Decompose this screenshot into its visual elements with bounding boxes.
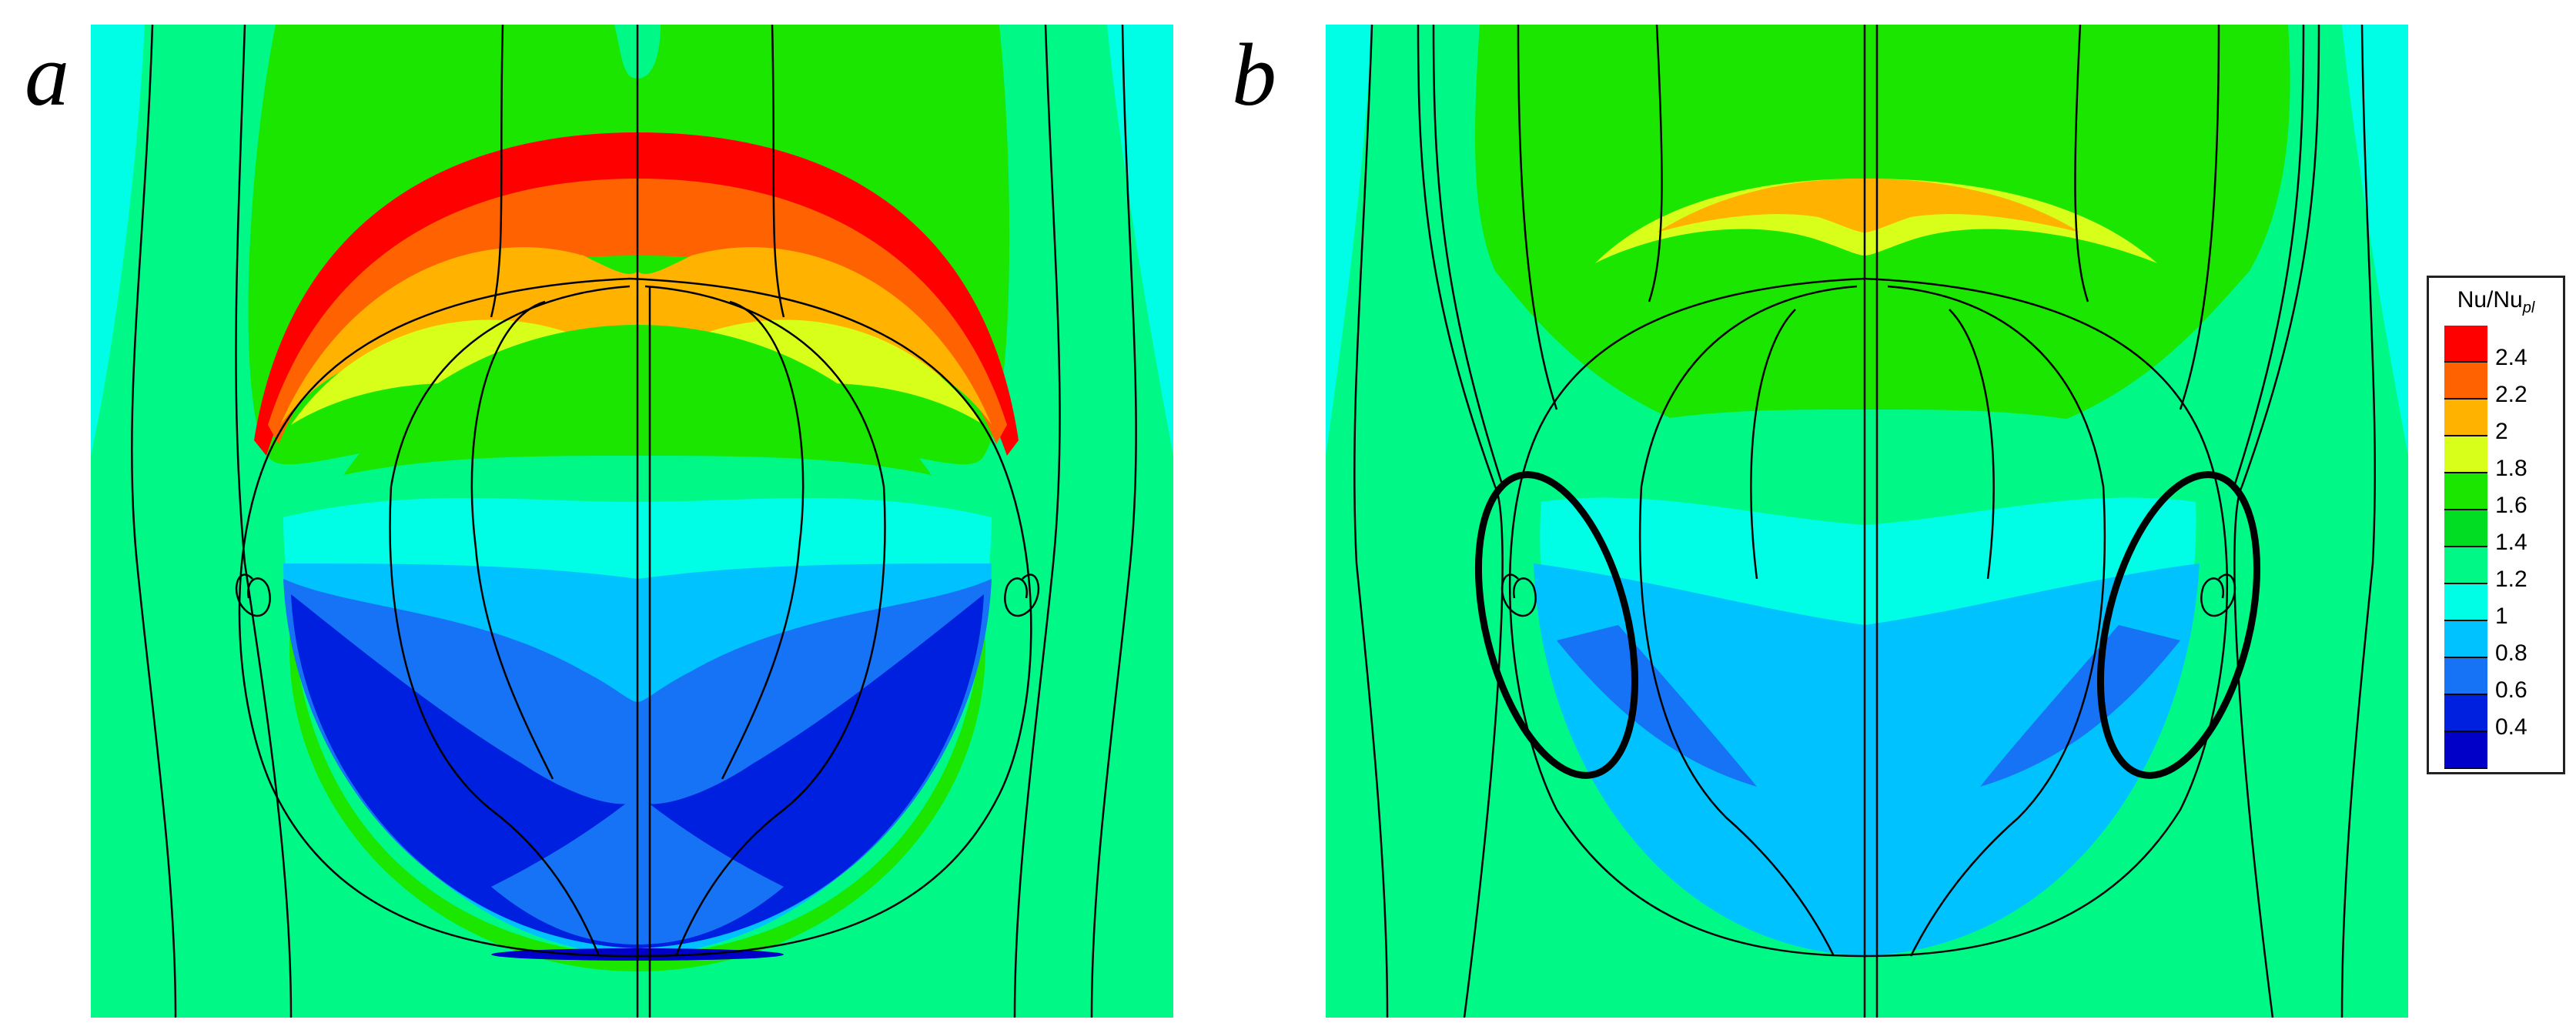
edge-cyan-right [2342,25,2408,456]
legend-swatch [2444,658,2487,695]
legend-value: 0.6 [2495,677,2527,703]
streamline [1417,25,1504,1018]
legend-item [2444,732,2560,769]
legend-value: 1 [2495,603,2508,629]
legend-item: 2.4 [2444,326,2560,370]
recirculation-ring-left [1474,471,1639,779]
legend-swatch [2444,510,2487,547]
legend-item: 1.6 [2444,473,2560,518]
streamline [1432,25,1504,487]
legend-item: 1.2 [2444,547,2560,592]
vortex-right [644,285,886,957]
streamline [2233,25,2305,487]
streamline [1090,25,1137,1018]
legend-item: 1.4 [2444,510,2560,555]
panel-label-a: a [25,26,69,125]
legend-item: 0.4 [2444,695,2560,740]
legend-items: 2.4 2.2 2 1.8 1.6 1.4 1.2 1 0.8 0.6 0.4 [2444,326,2560,769]
streamline [1013,25,1061,1018]
contour-panel-a [91,25,1173,1018]
vortex-core-left [1500,573,1537,617]
vortex-left [389,285,631,957]
legend-swatch [2444,584,2487,621]
legend-title-main: Nu/Nu [2457,287,2523,313]
legend-swatch [2444,473,2487,510]
separatrix-top [1524,277,2213,464]
streamline [2233,25,2320,1018]
legend-value: 2.2 [2495,382,2527,407]
crescent-orange [268,179,1007,444]
legend-value: 0.8 [2495,640,2527,666]
edge-cyan-left [1326,25,1372,456]
legend-item: 0.8 [2444,621,2560,666]
legend-item: 0.6 [2444,658,2560,703]
separatrix-top [266,277,1001,456]
streamline [2074,25,2089,303]
streamline [2340,25,2377,1018]
legend-value: 1.8 [2495,456,2527,481]
panel-label-b: b [1232,26,1276,125]
legend-value: 2 [2495,419,2508,444]
sphere-boundary-streamline [1508,463,2229,958]
legend-swatch [2444,326,2487,363]
vortex-core-right [1004,573,1040,617]
legend-swatch [2444,621,2487,658]
legend-swatch [2444,695,2487,732]
streamlines-a [131,25,1137,1018]
streamline-inner-right [1949,309,1995,580]
sphere-blue-right [1980,625,2180,787]
legend-item: 1 [2444,584,2560,629]
sphere-light-blue [1534,563,2200,956]
crescent-orange [1657,179,2080,232]
legend-title-sub: pl [2522,299,2535,316]
legend-swatch [2444,399,2487,436]
legend-value: 1.6 [2495,493,2527,518]
legend-value: 1.4 [2495,530,2527,555]
vortex-core-right [2200,573,2236,617]
legend-value: 2.4 [2495,345,2527,370]
edge-cyan-left [91,25,145,456]
contour-panel-b [1326,25,2408,1018]
legend-item: 2 [2444,399,2560,444]
streamlines-b [1353,25,2377,1018]
streamline [235,25,293,1018]
streamline [1353,25,1389,1018]
legend-item: 1.8 [2444,436,2560,481]
legend-title: Nu/Nupl [2429,287,2563,317]
legend-value: 0.4 [2495,714,2527,740]
vortex-core-left [235,573,271,617]
contour-plot-a [91,25,1173,1018]
contour-plot-b [1326,25,2408,1018]
streamline [131,25,177,1018]
legend-value: 1.2 [2495,567,2527,592]
vortex-left [1638,285,1858,957]
sphere-blue-left [1557,625,1757,787]
streamline-inner-left [1750,309,1796,580]
edge-cyan-right [1107,25,1173,456]
streamline-inner-right [721,300,805,780]
legend-item: 2.2 [2444,363,2560,407]
legend-swatch [2444,363,2487,399]
crescent-red [254,132,1019,456]
streamline-inner-left [470,300,554,780]
legend-swatch [2444,547,2487,584]
legend-swatch [2444,436,2487,473]
streamline [771,25,785,318]
streamline [1648,25,1663,303]
colorbar-legend: Nu/Nupl 2.4 2.2 2 1.8 1.6 1.4 1.2 1 0.8 0.6 0.4 [2427,276,2565,774]
legend-swatch [2444,732,2487,769]
recirculation-ring-right [2096,471,2261,779]
sphere-dark-blue [291,594,984,948]
vortex-right [1887,285,2106,957]
streamline [1517,25,1558,410]
sphere-boundary-streamline [238,455,1032,958]
streamline [490,25,504,318]
streamline [2179,25,2220,410]
